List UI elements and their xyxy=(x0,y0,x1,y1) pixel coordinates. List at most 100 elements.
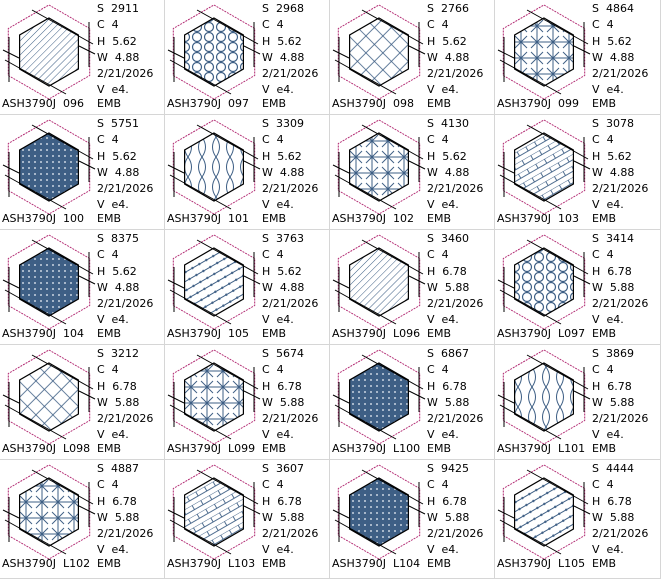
file-format: EMB xyxy=(97,442,121,455)
file-format: EMB xyxy=(262,327,286,340)
design-thumbnail xyxy=(2,119,96,215)
design-info: S 3607 C 4 H 6.78 W 5.88 2/21/2026 V e4. xyxy=(262,461,318,559)
design-info: S 3869 C 4 H 6.78 W 5.88 2/21/2026 V e4. xyxy=(592,346,648,444)
design-name: ASH3790J 102 xyxy=(332,212,415,225)
design-name: ASH3790J L104 xyxy=(332,557,421,570)
height: H 6.78 xyxy=(427,494,467,508)
stitch-count: S 3460 xyxy=(427,232,469,245)
design-name: ASH3790J 100 xyxy=(2,212,85,225)
color-count: C 4 xyxy=(97,363,119,377)
file-format: EMB xyxy=(97,212,121,225)
hexagon-frame-lines xyxy=(497,354,591,440)
design-fill xyxy=(184,247,245,317)
design-outline xyxy=(7,464,91,560)
color-count: C 4 xyxy=(262,18,284,32)
date: 2/21/2026 xyxy=(97,297,154,311)
design-cell[interactable]: S 3869 C 4 H 6.78 W 5.88 2/21/2026 V e4. ASH3… xyxy=(495,345,661,460)
design-outline xyxy=(7,4,91,100)
height: H 6.78 xyxy=(262,494,302,508)
design-name: ASH3790J 097 xyxy=(167,97,250,110)
design-cell[interactable]: S 5674 C 4 H 6.78 W 5.88 2/21/2026 V e4. ASH3… xyxy=(165,345,330,460)
design-cell[interactable]: S 4130 C 4 H 5.62 W 4.88 2/21/2026 V e4. ASH3… xyxy=(330,115,495,230)
width: W 5.88 xyxy=(592,510,635,524)
hexagon-frame-lines xyxy=(167,9,261,95)
color-count: C 4 xyxy=(592,18,614,32)
design-fill xyxy=(184,17,245,87)
design-cell[interactable]: S 3414 C 4 H 6.78 W 5.88 2/21/2026 V e4. ASH3… xyxy=(495,230,661,345)
design-fill xyxy=(19,132,80,202)
date: 2/21/2026 xyxy=(262,297,319,311)
design-cell[interactable]: S 4887 C 4 H 6.78 W 5.88 2/21/2026 V e4. ASH3… xyxy=(0,460,165,579)
file-format: EMB xyxy=(262,557,286,570)
version: V e4. xyxy=(592,428,624,442)
design-cell[interactable]: S 3763 C 4 H 5.62 W 4.88 2/21/2026 V e4. ASH3… xyxy=(165,230,330,345)
stitch-count: S 5674 xyxy=(262,347,304,360)
design-cell[interactable]: S 2911 C 4 H 5.62 W 4.88 2/21/2026 V e4. ASH3… xyxy=(0,0,165,115)
design-cell[interactable]: S 2766 C 4 H 5.62 W 4.88 2/21/2026 V e4. ASH3… xyxy=(330,0,495,115)
file-format: EMB xyxy=(427,97,451,110)
design-info: S 4864 C 4 H 5.62 W 4.88 2/21/2026 V e4. xyxy=(592,1,648,99)
design-thumbnail xyxy=(497,119,591,215)
design-fill xyxy=(514,17,575,87)
design-fill xyxy=(184,132,245,202)
width: W 5.88 xyxy=(427,280,470,294)
date: 2/21/2026 xyxy=(262,67,319,81)
design-cell[interactable]: S 3607 C 4 H 6.78 W 5.88 2/21/2026 V e4. ASH3… xyxy=(165,460,330,579)
stitch-count: S 4444 xyxy=(592,462,634,475)
hexagon-frame-lines xyxy=(2,124,96,210)
width: W 4.88 xyxy=(262,50,305,64)
design-name: ASH3790J L103 xyxy=(167,557,256,570)
stitch-count: S 3309 xyxy=(262,117,304,130)
design-thumbnail xyxy=(167,464,261,560)
design-cell[interactable]: S 3460 C 4 H 6.78 W 5.88 2/21/2026 V e4. ASH3… xyxy=(330,230,495,345)
date: 2/21/2026 xyxy=(427,182,484,196)
hexagon-frame-lines xyxy=(167,354,261,440)
design-cell[interactable]: S 4864 C 4 H 5.62 W 4.88 2/21/2026 V e4. ASH3… xyxy=(495,0,661,115)
design-cell[interactable]: S 3212 C 4 H 6.78 W 5.88 2/21/2026 V e4. ASH3… xyxy=(0,345,165,460)
width: W 4.88 xyxy=(97,280,140,294)
design-thumbnail xyxy=(167,4,261,100)
width: W 5.88 xyxy=(592,280,635,294)
height: H 5.62 xyxy=(97,264,137,278)
stitch-count: S 5751 xyxy=(97,117,139,130)
design-cell[interactable]: S 2968 C 4 H 5.62 W 4.88 2/21/2026 V e4. ASH3… xyxy=(165,0,330,115)
design-name: ASH3790J 103 xyxy=(497,212,580,225)
date: 2/21/2026 xyxy=(592,297,649,311)
color-count: C 4 xyxy=(427,478,449,492)
design-name: ASH3790J 101 xyxy=(167,212,250,225)
height: H 5.62 xyxy=(592,34,632,48)
color-count: C 4 xyxy=(97,133,119,147)
design-name: ASH3790J L105 xyxy=(497,557,586,570)
height: H 5.62 xyxy=(262,34,302,48)
version: V e4. xyxy=(592,543,624,557)
file-format: EMB xyxy=(97,557,121,570)
stitch-count: S 2968 xyxy=(262,2,304,15)
design-cell[interactable]: S 8375 C 4 H 5.62 W 4.88 2/21/2026 V e4. ASH3… xyxy=(0,230,165,345)
stitch-count: S 4130 xyxy=(427,117,469,130)
hexagon-frame-lines xyxy=(167,124,261,210)
design-cell[interactable]: S 9425 C 4 H 6.78 W 5.88 2/21/2026 V e4. ASH3… xyxy=(330,460,495,579)
design-outline xyxy=(337,234,421,330)
color-count: C 4 xyxy=(262,478,284,492)
design-cell[interactable]: S 4444 C 4 H 6.78 W 5.88 2/21/2026 V e4. ASH3… xyxy=(495,460,661,579)
design-cell[interactable]: S 3309 C 4 H 5.62 W 4.88 2/21/2026 V e4. ASH3… xyxy=(165,115,330,230)
design-thumbnail xyxy=(497,349,591,445)
design-cell[interactable]: S 6867 C 4 H 6.78 W 5.88 2/21/2026 V e4. ASH3… xyxy=(330,345,495,460)
width: W 4.88 xyxy=(97,165,140,179)
design-name: ASH3790J 104 xyxy=(2,327,85,340)
design-fill xyxy=(514,362,575,432)
hexagon-frame-lines xyxy=(2,239,96,325)
design-name: ASH3790J L099 xyxy=(167,442,256,455)
design-cell[interactable]: S 3078 C 4 H 5.62 W 4.88 2/21/2026 V e4. ASH3… xyxy=(495,115,661,230)
design-cell[interactable]: S 5751 C 4 H 5.62 W 4.88 2/21/2026 V e4. ASH3… xyxy=(0,115,165,230)
version: V e4. xyxy=(427,198,459,212)
version: V e4. xyxy=(97,198,129,212)
date: 2/21/2026 xyxy=(97,67,154,81)
color-count: C 4 xyxy=(262,133,284,147)
width: W 5.88 xyxy=(97,510,140,524)
file-format: EMB xyxy=(592,557,616,570)
design-name: ASH3790J L097 xyxy=(497,327,586,340)
color-count: C 4 xyxy=(592,133,614,147)
design-fill xyxy=(514,247,575,317)
stitch-count: S 6867 xyxy=(427,347,469,360)
